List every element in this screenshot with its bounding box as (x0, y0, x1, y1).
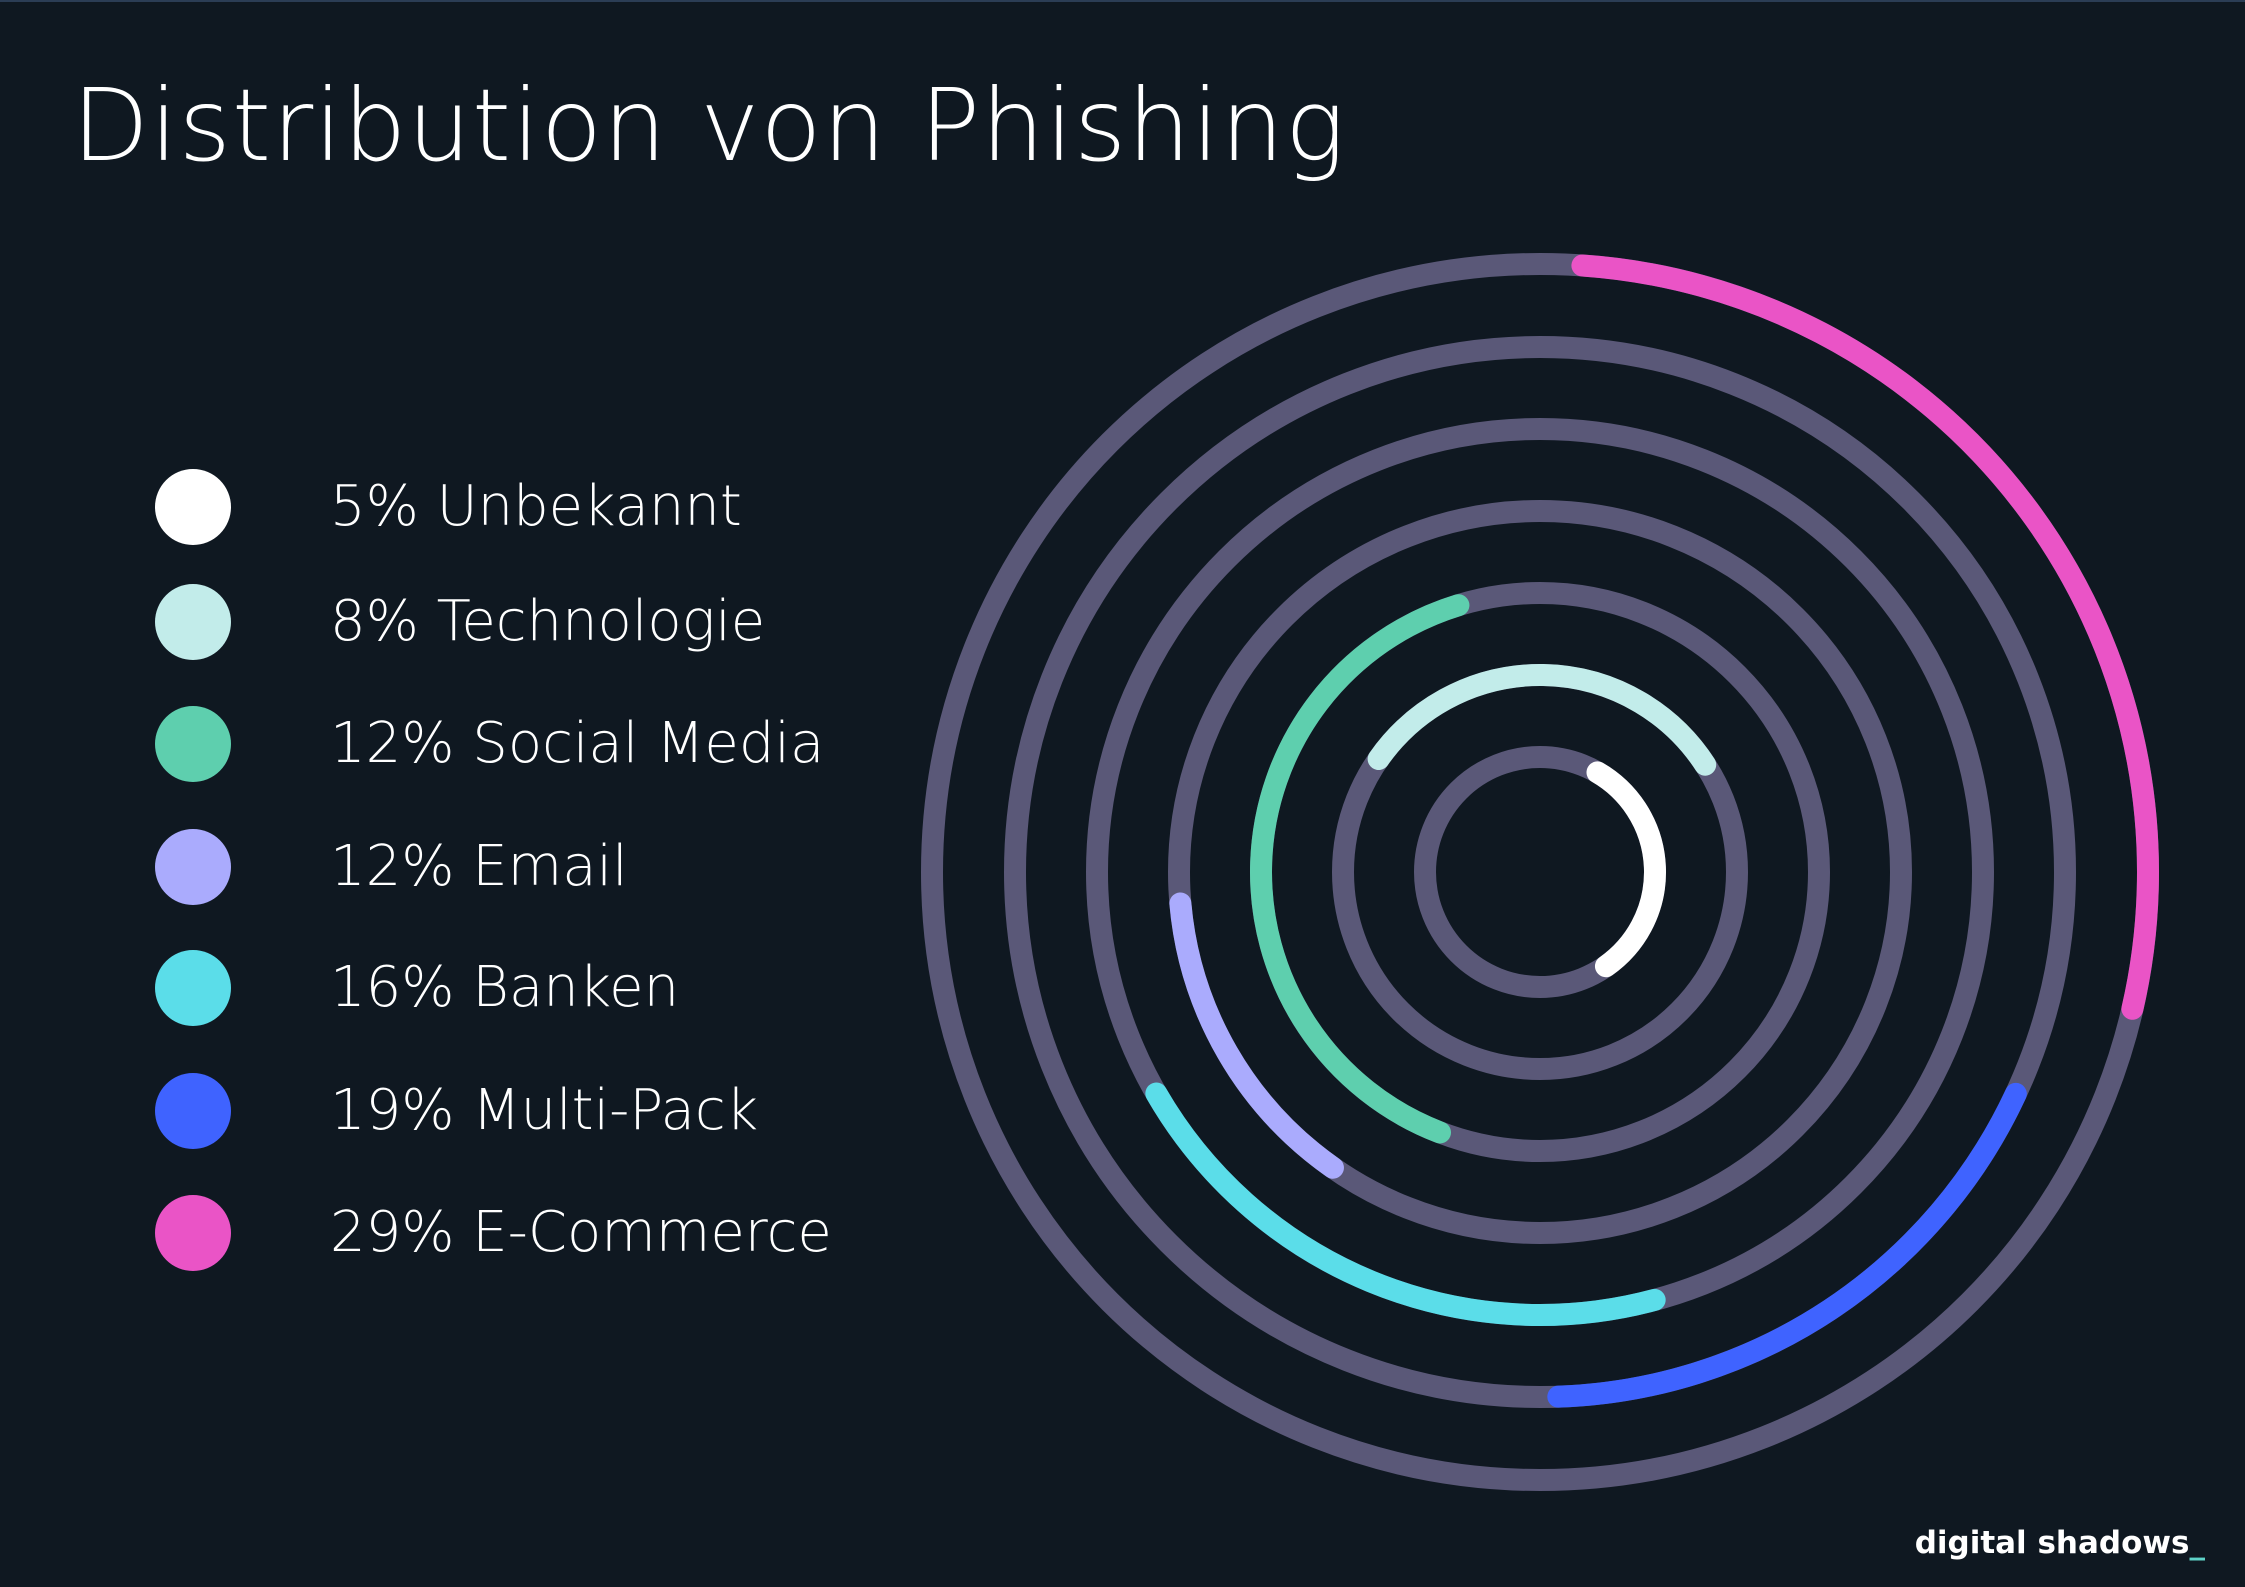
page-title: Distribution von Phishing (72, 67, 1346, 184)
arc-technologie (1367, 664, 1717, 776)
radial-chart (921, 253, 2159, 1491)
arc-unbekannt (1586, 761, 1666, 978)
arc-email (1169, 892, 1344, 1179)
legend-item-technologie: 8% Technologie (155, 582, 955, 662)
brand-text: digital shadows (1914, 1525, 2190, 1561)
brand-logo: digital shadows_ (1915, 1525, 2205, 1561)
legend-item-e-commerce: 29% E-Commerce (155, 1193, 955, 1273)
legend-label: 12% Social Media (330, 711, 825, 776)
legend-item-unbekannt: 5% Unbekannt (155, 467, 955, 547)
legend-swatch (155, 1073, 231, 1149)
arc-e-commerce (1571, 254, 2159, 1020)
legend-label: 5% Unbekannt (330, 474, 742, 539)
legend-swatch (155, 1195, 231, 1271)
legend-swatch (155, 706, 231, 782)
legend-label: 8% Technologie (330, 589, 766, 654)
legend-item-email: 12% Email (155, 827, 955, 907)
legend-label: 29% E-Commerce (330, 1200, 832, 1265)
chart-legend: 5% Unbekannt 8% Technologie 12% Social M… (155, 2, 955, 1587)
legend-swatch (155, 584, 231, 660)
legend-item-social-media: 12% Social Media (155, 704, 955, 784)
legend-swatch (155, 950, 231, 1026)
legend-label: 19% Multi-Pack (330, 1078, 759, 1143)
legend-label: 16% Banken (330, 955, 680, 1020)
legend-swatch (155, 469, 231, 545)
arc-banken (1145, 1082, 1666, 1326)
legend-swatch (155, 829, 231, 905)
legend-label: 12% Email (330, 834, 628, 899)
arc-social-media (1250, 594, 1470, 1144)
legend-item-multi-pack: 19% Multi-Pack (155, 1071, 955, 1151)
ring-track (1168, 500, 1912, 1244)
arc-multi-pack (1547, 1082, 2027, 1408)
legend-item-banken: 16% Banken (155, 948, 955, 1028)
ring-track (1004, 336, 2076, 1408)
brand-cursor: _ (2189, 1525, 2206, 1561)
